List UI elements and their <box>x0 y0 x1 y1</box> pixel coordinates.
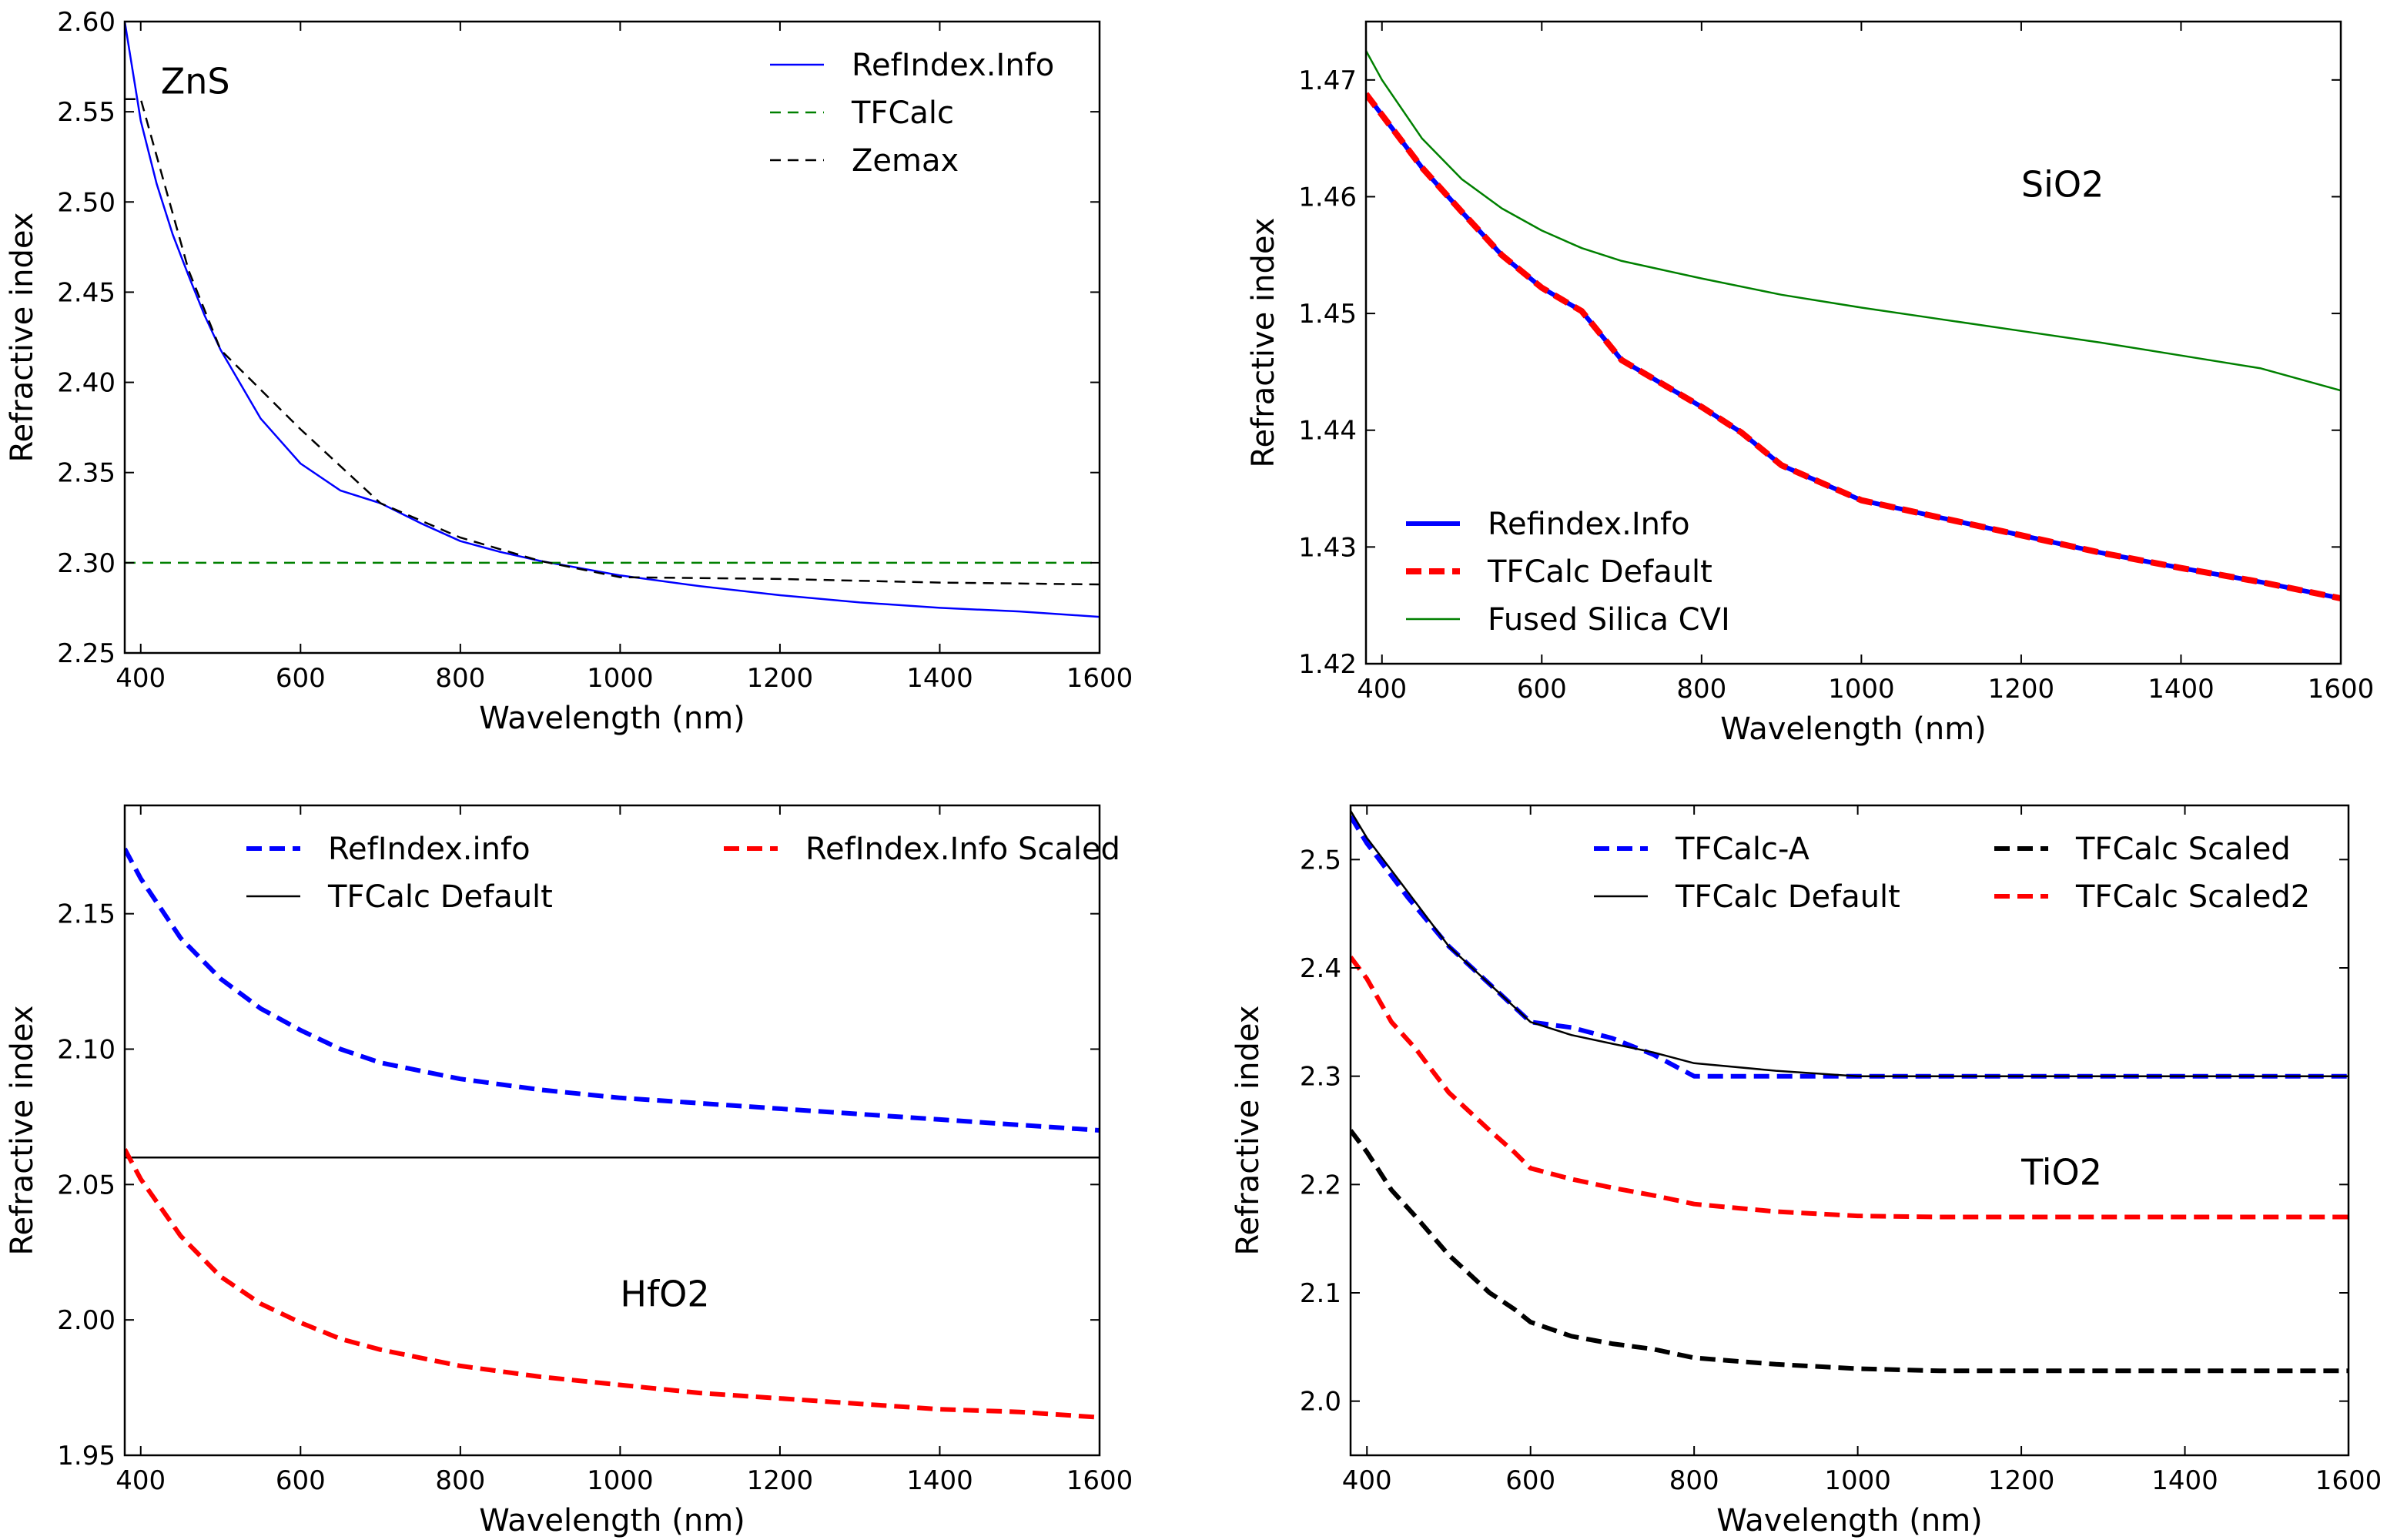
y-tick-label: 2.3 <box>1300 1062 1341 1093</box>
x-tick-label: 400 <box>1342 1465 1392 1496</box>
y-tick-label: 2.1 <box>1300 1278 1341 1309</box>
x-tick-label: 600 <box>1505 1465 1555 1496</box>
legend-entry: TFCalc-A <box>1675 832 1810 867</box>
x-tick-label: 1400 <box>906 1465 973 1496</box>
legend-entry: TFCalc Default <box>1675 879 1900 915</box>
material-annotation: TiO2 <box>2020 1151 2102 1193</box>
series-line-3-1 <box>1351 810 2348 1077</box>
y-tick-label: 2.5 <box>1300 845 1341 875</box>
series-line-2-0 <box>125 847 1100 1133</box>
y-tick-label: 2.05 <box>57 1170 116 1200</box>
series-line-0-2 <box>125 98 1100 586</box>
y-tick-label: 1.42 <box>1298 649 1357 680</box>
x-tick-label: 1600 <box>1066 1465 1133 1496</box>
x-axis-label: Wavelength (nm) <box>1716 1503 1983 1538</box>
y-axis-label: Refractive index <box>1246 218 1281 468</box>
legend-entry: RefIndex.Info Scaled <box>805 832 1120 867</box>
x-axis-label: Wavelength (nm) <box>479 1503 745 1538</box>
y-tick-label: 2.55 <box>57 97 116 128</box>
x-tick-label: 600 <box>1517 674 1567 705</box>
y-tick-label: 2.60 <box>57 7 116 38</box>
y-tick-label: 1.44 <box>1298 416 1357 447</box>
x-tick-label: 1000 <box>1824 1465 1891 1496</box>
legend-entry: Zemax <box>852 143 959 179</box>
chart-panel-2: 400 600 800 1000 1200 1400 1600 1.95 2.00 2.05 2.1… <box>5 804 1133 1538</box>
plot-frame <box>123 20 1101 654</box>
y-tick-label: 2.25 <box>57 638 116 669</box>
chart-panel-0: 400 600 800 1000 1200 1400 1600 2.25 2.30 2.35 2.4… <box>5 7 1133 736</box>
series-line-1-1 <box>1366 92 2341 602</box>
plot-frame <box>1349 804 2350 1457</box>
plot-frame <box>1364 20 2342 665</box>
y-axis-label: Refractive index <box>1230 1006 1266 1256</box>
legend-entry: Refindex.Info <box>1488 507 1690 542</box>
material-annotation: HfO2 <box>620 1274 709 1315</box>
legend-entry: TFCalc Default <box>1487 554 1712 590</box>
x-tick-label: 400 <box>116 663 166 694</box>
legend-entry: TFCalc Default <box>327 879 553 915</box>
x-tick-label: 1400 <box>2151 1465 2218 1496</box>
legend-entry: TFCalc Scaled2 <box>2075 879 2310 915</box>
x-tick-label: 1200 <box>747 1465 814 1496</box>
series-line-3-2 <box>1351 1129 2348 1374</box>
x-tick-label: 800 <box>435 1465 485 1496</box>
x-tick-label: 800 <box>1669 1465 1719 1496</box>
legend-entry: RefIndex.Info <box>852 48 1054 83</box>
x-tick-label: 1000 <box>587 1465 654 1496</box>
chart-panel-1: 400 600 800 1000 1200 1400 1600 1.42 1.43 1.44 1.4… <box>1246 20 2375 747</box>
y-tick-label: 2.35 <box>57 458 116 489</box>
y-tick-label: 2.0 <box>1300 1387 1341 1418</box>
material-annotation: ZnS <box>161 61 230 102</box>
y-tick-label: 1.46 <box>1298 182 1357 213</box>
y-tick-label: 2.4 <box>1300 953 1341 984</box>
x-tick-label: 400 <box>1357 674 1407 705</box>
x-tick-label: 1400 <box>906 663 973 694</box>
y-tick-label: 2.15 <box>57 899 116 930</box>
legend-entry: Fused Silica CVI <box>1488 602 1730 638</box>
x-tick-label: 400 <box>116 1465 166 1496</box>
x-tick-label: 600 <box>276 1465 326 1496</box>
y-tick-label: 1.43 <box>1298 532 1357 563</box>
x-tick-label: 1200 <box>747 663 814 694</box>
x-tick-label: 1200 <box>1988 674 2055 705</box>
y-axis-label: Refractive index <box>5 213 40 463</box>
x-axis-label: Wavelength (nm) <box>1720 711 1987 747</box>
x-tick-label: 800 <box>1676 674 1726 705</box>
series-line-1-2 <box>1366 50 2341 392</box>
y-tick-label: 2.00 <box>57 1305 116 1336</box>
x-tick-label: 600 <box>276 663 326 694</box>
material-annotation: SiO2 <box>2021 163 2104 205</box>
plot-frame <box>123 804 1101 1457</box>
y-tick-label: 1.95 <box>57 1441 116 1471</box>
y-tick-label: 2.45 <box>57 277 116 308</box>
x-tick-label: 1000 <box>587 663 654 694</box>
x-tick-label: 1400 <box>2148 674 2215 705</box>
series-line-0-0 <box>125 22 1100 618</box>
legend-entry: TFCalc Scaled <box>2075 832 2291 867</box>
legend-entry: RefIndex.info <box>328 832 531 867</box>
y-tick-label: 2.40 <box>57 368 116 399</box>
y-tick-label: 2.30 <box>57 548 116 579</box>
y-axis-label: Refractive index <box>5 1006 40 1256</box>
y-tick-label: 2.50 <box>57 187 116 218</box>
y-tick-label: 1.45 <box>1298 299 1357 330</box>
series-line-2-2 <box>125 1148 1100 1420</box>
x-axis-label: Wavelength (nm) <box>479 701 745 736</box>
x-tick-label: 1600 <box>2315 1465 2382 1496</box>
y-tick-label: 1.47 <box>1298 65 1357 96</box>
x-tick-label: 1200 <box>1988 1465 2055 1496</box>
x-tick-label: 1600 <box>1066 663 1133 694</box>
x-tick-label: 1600 <box>2308 674 2375 705</box>
chart-panel-3: 400 600 800 1000 1200 1400 1600 2.0 2.1 2.2 2.3 2.4… <box>1230 804 2382 1538</box>
y-tick-label: 2.2 <box>1300 1170 1341 1200</box>
legend-entry: TFCalc <box>851 95 954 131</box>
y-tick-label: 2.10 <box>57 1035 116 1066</box>
series-line-3-3 <box>1351 956 2348 1220</box>
x-tick-label: 1000 <box>1828 674 1895 705</box>
x-tick-label: 800 <box>435 663 485 694</box>
